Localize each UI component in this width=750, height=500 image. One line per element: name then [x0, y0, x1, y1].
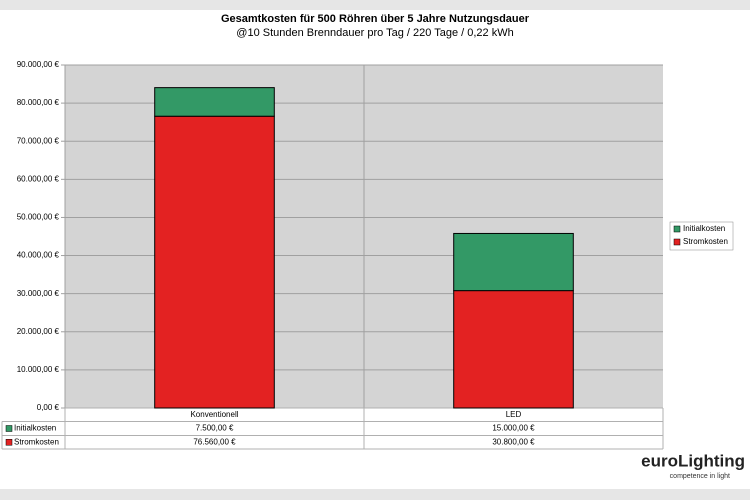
bar-segment	[453, 290, 574, 409]
logo-tagline: competence in light	[670, 473, 730, 480]
y-tick-label: 0,00 €	[37, 403, 60, 412]
table-value: 30.800,00 €	[492, 437, 535, 446]
x-tick-label: LED	[506, 410, 522, 419]
y-tick-label: 50.000,00 €	[17, 213, 60, 222]
chart-title: Gesamtkosten für 500 Röhren über 5 Jahre…	[221, 13, 530, 25]
legend-box	[669, 221, 734, 251]
y-tick-label: 70.000,00 €	[17, 136, 60, 145]
y-tick-label: 10.000,00 €	[17, 365, 60, 374]
table-value: 7.500,00 €	[196, 424, 234, 433]
y-tick-label: 40.000,00 €	[17, 251, 60, 260]
table-value: 76.560,00 €	[193, 437, 236, 446]
legend-key	[673, 225, 681, 233]
logo: euroLighting	[641, 451, 745, 470]
y-tick-label: 90.000,00 €	[17, 60, 60, 69]
table-row-label: Stromkosten	[14, 437, 59, 446]
y-tick-label: 30.000,00 €	[17, 289, 60, 298]
bottom-band	[0, 489, 750, 500]
bar-segment	[453, 232, 574, 292]
y-tick-label: 80.000,00 €	[17, 98, 60, 107]
chart-subtitle: @10 Stunden Brenndauer pro Tag / 220 Tag…	[236, 27, 513, 39]
legend-label: Initialkosten	[683, 224, 725, 233]
table-legend-key	[5, 425, 13, 432]
bar-segment	[154, 115, 275, 409]
table-row-label: Initialkosten	[14, 424, 56, 433]
bar-segment	[154, 87, 275, 117]
y-tick-label: 20.000,00 €	[17, 327, 60, 336]
x-tick-label: Konventionell	[190, 410, 238, 419]
legend-label: Stromkosten	[683, 237, 728, 246]
y-tick-label: 60.000,00 €	[17, 174, 60, 183]
legend-key	[673, 238, 681, 246]
top-band	[0, 0, 750, 10]
table-value: 15.000,00 €	[492, 424, 535, 433]
table-legend-key	[5, 439, 13, 446]
